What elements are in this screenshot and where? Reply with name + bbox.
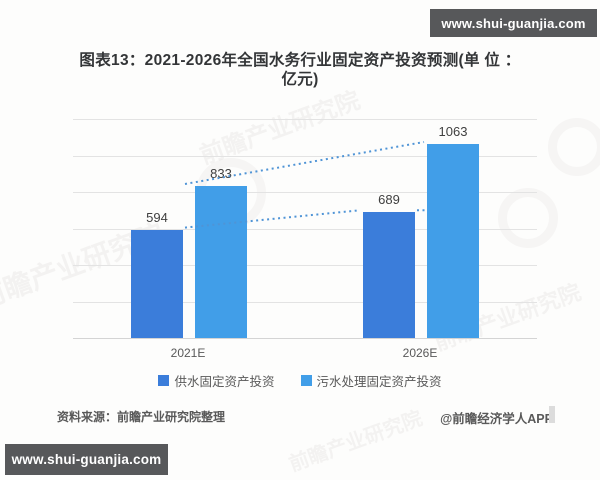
bar-value-label: 833 xyxy=(210,165,232,181)
gridline xyxy=(73,301,537,303)
bar-value-label: 689 xyxy=(378,192,400,208)
site-banner-bottom[interactable]: www.shui-guanjia.com xyxy=(5,444,168,475)
chart-title-line2: 亿元) xyxy=(281,71,319,88)
gridline xyxy=(73,265,537,266)
gridline xyxy=(73,228,537,230)
scrollbar-artifact xyxy=(549,406,555,423)
source-note: 资料来源：前瞻产业研究院整理 xyxy=(57,410,226,424)
site-banner-top[interactable]: www.shui-guanjia.com xyxy=(430,9,597,37)
legend-item-0: 供水固定资产投资 xyxy=(158,371,275,390)
site-banner-bottom-text: www.shui-guanjia.com xyxy=(11,452,162,467)
legend-swatch xyxy=(300,375,312,386)
legend-swatch xyxy=(158,375,170,386)
legend: 供水固定资产投资 污水处理固定资产投资 xyxy=(0,371,600,390)
legend-item-1: 污水处理固定资产投资 xyxy=(300,371,442,390)
chart-title-line1: 图表13：2021-2026年全国水务行业固定资产投资预测(单 位 ： xyxy=(79,52,521,69)
bar-value-label: 1063 xyxy=(438,124,468,139)
site-banner-top-text: www.shui-guanjia.com xyxy=(441,15,586,31)
bar-2026E-供水固定资产投资 xyxy=(363,212,415,338)
legend-label: 污水处理固定资产投资 xyxy=(316,375,442,389)
category-label-2021E: 2021E xyxy=(170,346,206,360)
gridline xyxy=(73,192,537,193)
bar-2021E-污水处理固定资产投资 xyxy=(195,185,247,338)
gridline xyxy=(73,119,537,120)
credit-note: @前瞻经济学人APP xyxy=(440,412,553,426)
bar-value-label: 594 xyxy=(146,209,168,225)
category-label-2026E: 2026E xyxy=(402,346,438,360)
legend-label: 供水固定资产投资 xyxy=(174,375,275,389)
bar-2026E-污水处理固定资产投资 xyxy=(427,144,479,338)
chart-title: 图表13：2021-2026年全国水务行业固定资产投资预测(单 位 ： 亿元) xyxy=(0,51,600,89)
bar-2021E-供水固定资产投资 xyxy=(131,229,183,338)
x-axis-line xyxy=(73,338,537,339)
